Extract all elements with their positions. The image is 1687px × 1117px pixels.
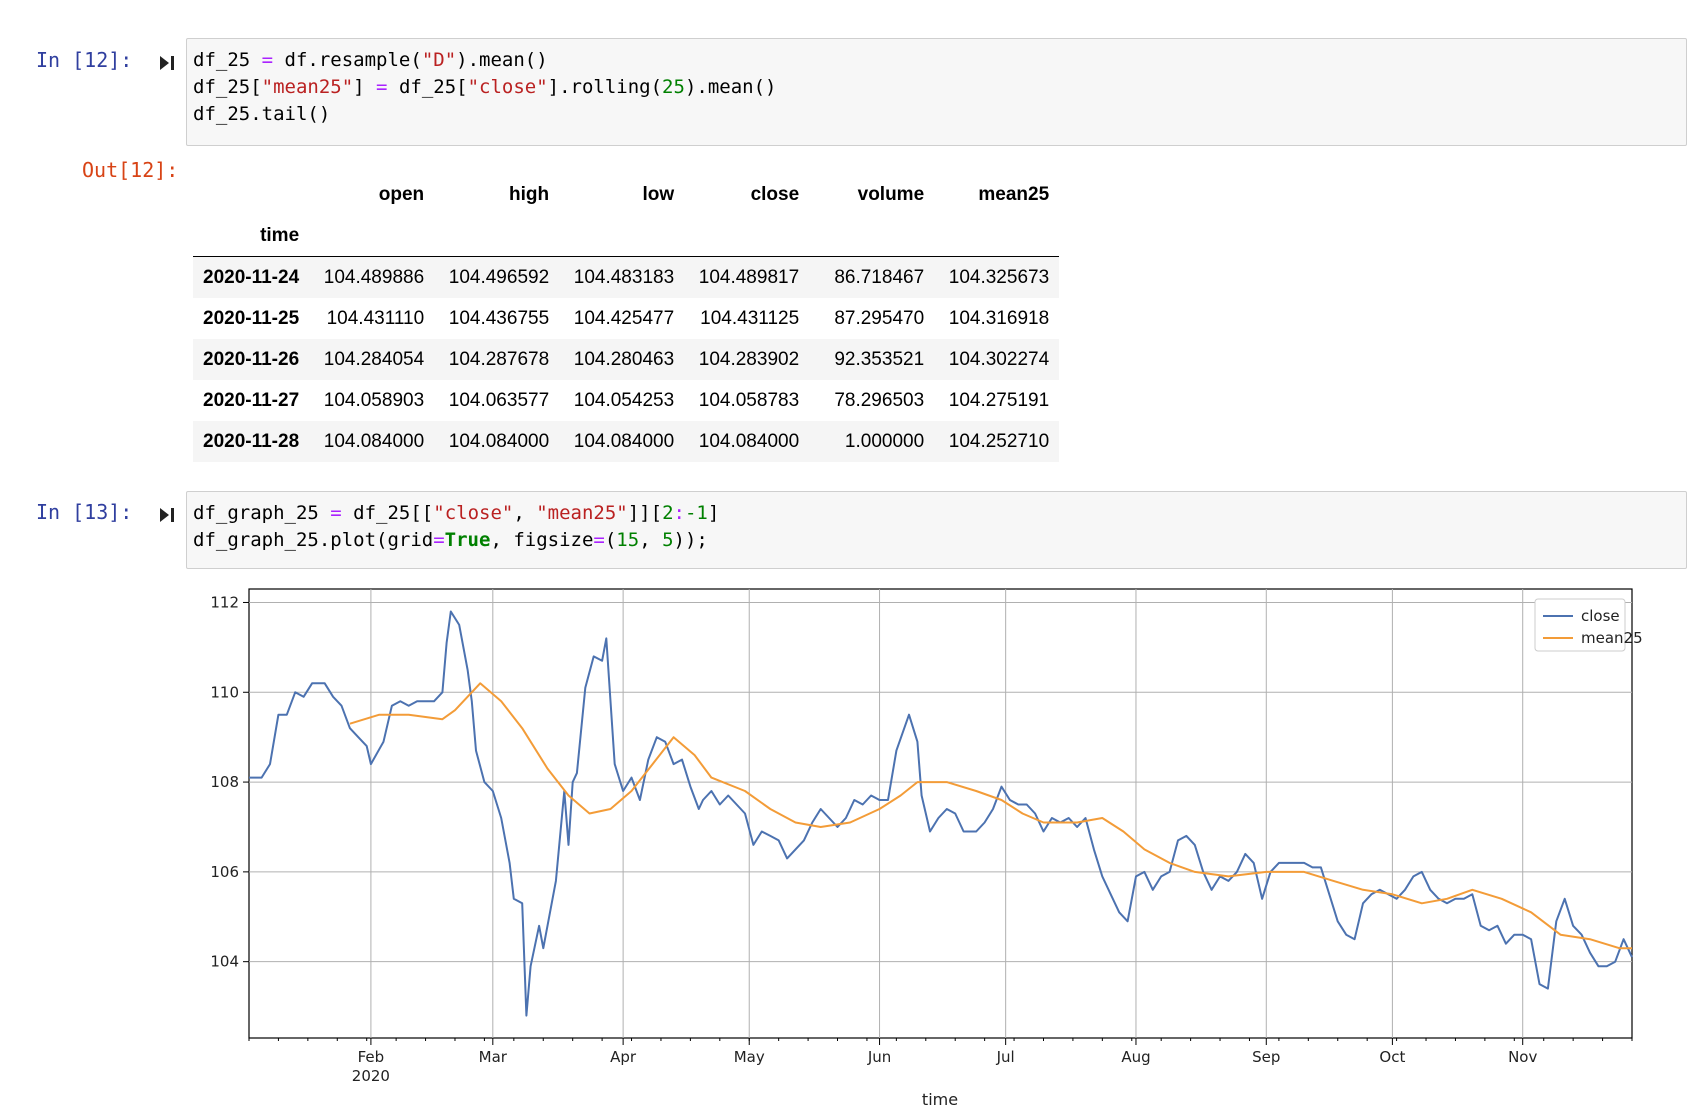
- table-cell: 1.000000: [844, 430, 925, 452]
- series-lines: [249, 610, 1633, 1017]
- x-tick-label: Apr: [610, 1048, 637, 1066]
- dataframe-table: open high low close volume mean25 time 2…: [193, 174, 1060, 462]
- run-cell-icon[interactable]: [158, 506, 176, 524]
- legend: close mean25: [1534, 598, 1643, 652]
- table-cell: 104.489886: [323, 266, 425, 288]
- code-line: df_25.tail(): [193, 103, 331, 125]
- output-prompt-12: Out[12]:: [82, 158, 179, 182]
- empty-header: [684, 215, 810, 257]
- table-cell: 104.275191: [948, 389, 1050, 411]
- table-row: 2020-11-28 104.084000 104.084000 104.08400…: [193, 421, 1060, 462]
- code-line: df_25["mean25"] = df_25["close"].rolling…: [193, 76, 777, 98]
- row-index: 2020-11-26: [203, 348, 300, 370]
- table-cell: 104.283902: [698, 348, 800, 370]
- row-index: 2020-11-28: [203, 430, 300, 452]
- table-cell: 104.431125: [700, 307, 800, 329]
- y-tick-label: 104: [210, 953, 239, 971]
- x-tick-label: Oct: [1379, 1048, 1405, 1066]
- empty-header: [934, 215, 1060, 257]
- table-cell: 104.084000: [323, 430, 425, 452]
- y-tick-label: 112: [210, 593, 239, 611]
- table-cell: 104.063577: [448, 389, 550, 411]
- x-tick-label: May: [734, 1048, 765, 1066]
- x-tick-label: Nov: [1508, 1048, 1537, 1066]
- index-name: time: [193, 215, 310, 257]
- index-name-row: time: [193, 215, 1060, 257]
- x-tick-label: Feb: [358, 1048, 385, 1066]
- table-cell: 104.431110: [326, 307, 425, 329]
- legend-label-close: close: [1581, 607, 1620, 625]
- table-cell: 78.296503: [834, 389, 925, 411]
- series-line-mean25: [349, 682, 1632, 950]
- table-cell: 92.353521: [834, 348, 925, 370]
- column-header: low: [642, 183, 675, 205]
- x-tick-label: Aug: [1121, 1048, 1150, 1066]
- table-cell: 104.284054: [323, 348, 425, 370]
- table-cell: 104.054253: [573, 389, 675, 411]
- input-prompt-12: In [12]:: [36, 48, 133, 72]
- table-row: 2020-11-27 104.058903 104.063577 104.05425…: [193, 380, 1059, 421]
- empty-header: [434, 215, 560, 257]
- table-cell: 86.718467: [834, 266, 925, 288]
- table-cell: 104.058903: [323, 389, 425, 411]
- table-cell: 104.316918: [948, 307, 1050, 329]
- table-cell: 104.425477: [573, 307, 675, 329]
- index-corner: [193, 174, 309, 215]
- empty-header: [559, 215, 685, 257]
- table-cell: 104.084000: [448, 430, 550, 452]
- table-cell: 87.295470: [834, 307, 925, 329]
- y-tick-label: 106: [210, 863, 239, 881]
- x-tick-year-label: 2020: [352, 1067, 390, 1085]
- empty-header: [809, 215, 935, 257]
- column-header: mean25: [978, 183, 1050, 205]
- code-cell-12[interactable]: df_25 = df.resample("D").mean() df_25["m…: [186, 38, 1687, 146]
- y-tick-label: 110: [210, 683, 239, 701]
- code-line: df_25 = df.resample("D").mean(): [193, 49, 548, 71]
- table-cell: 104.483183: [573, 266, 675, 288]
- table-row: 2020-11-24 104.489886 104.496592 104.48318…: [193, 256, 1060, 298]
- column-header: volume: [857, 183, 925, 205]
- plot-area: [248, 588, 1633, 1039]
- x-tick-label: Mar: [479, 1048, 508, 1066]
- x-tick-label: Jun: [867, 1048, 891, 1066]
- table-cell: 104.252710: [948, 430, 1050, 452]
- code-line: df_graph_25.plot(grid=True, figsize=(15,…: [193, 529, 708, 551]
- table-cell: 104.496592: [448, 266, 550, 288]
- table-cell: 104.325673: [948, 266, 1050, 288]
- table-cell: 104.287678: [448, 348, 550, 370]
- table-row: 2020-11-26 104.284054 104.287678 104.28046…: [193, 339, 1060, 380]
- row-index: 2020-11-27: [203, 389, 300, 411]
- code-cell-13[interactable]: df_graph_25 = df_25[["close", "mean25"]]…: [186, 491, 1687, 569]
- table-row: 2020-11-25 104.431110 104.436755 104.42547…: [193, 298, 1059, 339]
- table-cell: 104.436755: [448, 307, 550, 329]
- input-prompt-13: In [13]:: [36, 500, 133, 524]
- x-tick-label: Jul: [996, 1048, 1015, 1066]
- code-line: df_graph_25 = df_25[["close", "mean25"]]…: [193, 502, 720, 524]
- table-cell: 104.058783: [698, 389, 800, 411]
- table-cell: 104.489817: [698, 266, 800, 288]
- table-cell: 104.280463: [573, 348, 675, 370]
- run-cell-icon[interactable]: [158, 54, 176, 72]
- row-index: 2020-11-25: [203, 307, 300, 329]
- series-line-close: [249, 610, 1633, 1017]
- column-header: close: [750, 183, 800, 205]
- table-header-row: open high low close volume mean25: [193, 174, 1059, 215]
- table-cell: 104.302274: [948, 348, 1050, 370]
- table-cell: 104.084000: [573, 430, 675, 452]
- column-header: high: [509, 183, 550, 205]
- legend-label-mean25: mean25: [1581, 629, 1643, 647]
- x-tick-label: Sep: [1252, 1048, 1280, 1066]
- table-cell: 104.084000: [698, 430, 800, 452]
- y-tick-label: 108: [210, 773, 239, 791]
- x-axis-label: time: [922, 1090, 958, 1109]
- empty-header: [309, 215, 435, 257]
- row-index: 2020-11-24: [203, 266, 300, 288]
- column-header: open: [378, 183, 425, 205]
- grid: [249, 589, 1632, 1038]
